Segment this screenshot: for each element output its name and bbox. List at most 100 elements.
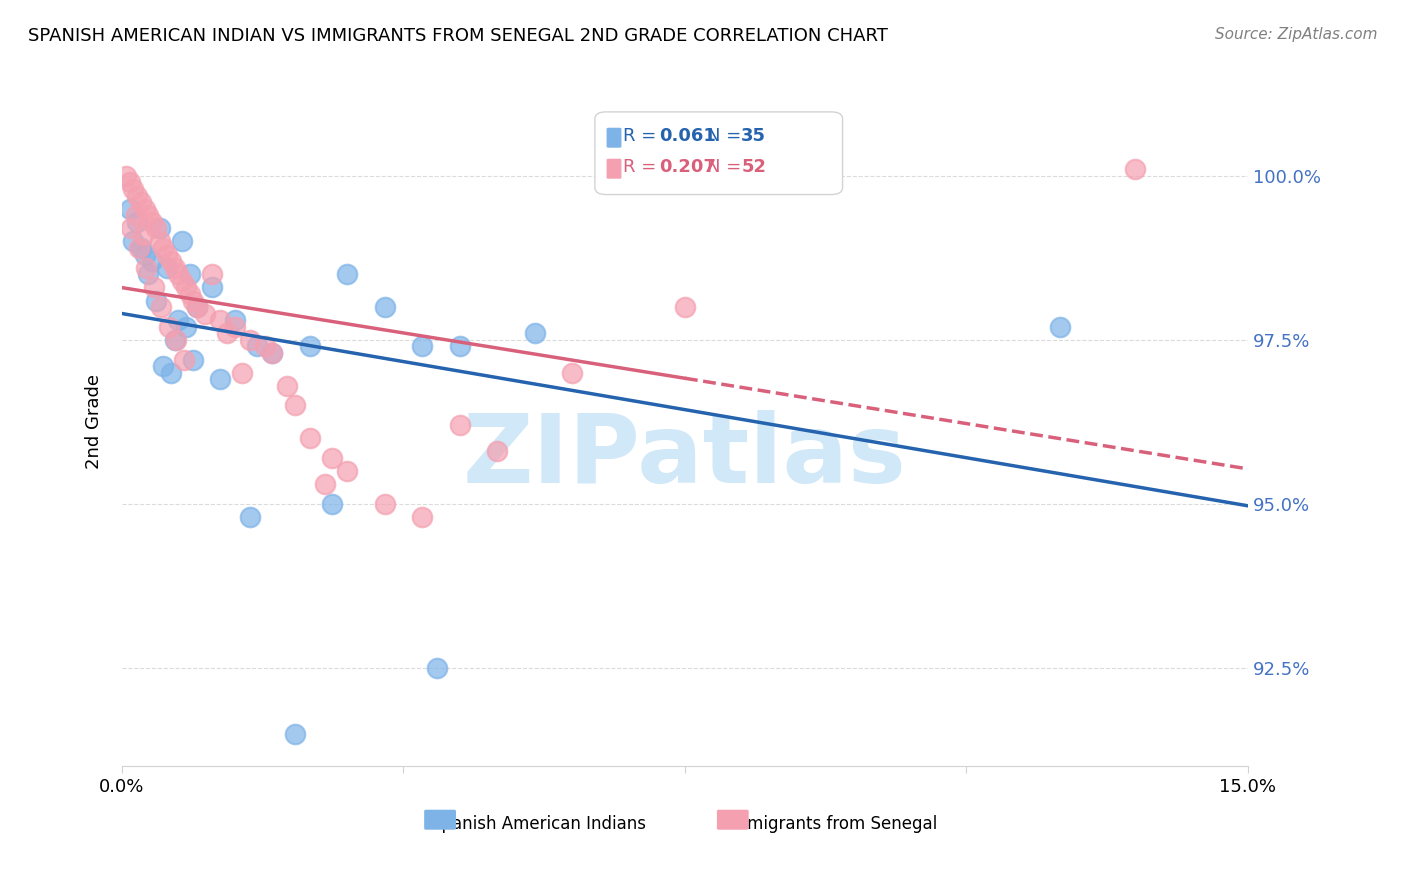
FancyBboxPatch shape [717, 811, 748, 829]
Point [160, 366, 183, 380]
Point [194, 307, 217, 321]
Point [201, 267, 224, 281]
Point [179, 267, 201, 281]
Point [163, 333, 186, 347]
Point [160, 254, 183, 268]
FancyBboxPatch shape [607, 160, 621, 178]
Point [125, 188, 148, 202]
Point [167, 267, 190, 281]
Point [1049, 319, 1071, 334]
Point [284, 726, 307, 740]
Point [284, 399, 307, 413]
Point [150, 300, 173, 314]
Point [486, 444, 509, 458]
Point [253, 339, 276, 353]
Point [231, 366, 253, 380]
Point [336, 267, 359, 281]
Point [186, 300, 208, 314]
Point [208, 372, 231, 386]
Text: Source: ZipAtlas.com: Source: ZipAtlas.com [1215, 27, 1378, 42]
Point [449, 418, 471, 433]
Point [321, 450, 343, 465]
Point [152, 241, 174, 255]
Point [426, 661, 449, 675]
Point [208, 313, 231, 327]
Point [217, 326, 239, 341]
Point [134, 202, 156, 216]
Point [262, 346, 284, 360]
Point [561, 366, 583, 380]
Point [298, 431, 321, 445]
Point [156, 247, 179, 261]
Point [449, 339, 471, 353]
Text: N =: N = [707, 158, 748, 176]
Point [148, 235, 170, 249]
Point [172, 274, 194, 288]
Point [411, 510, 433, 524]
Point [179, 287, 201, 301]
Point [122, 182, 145, 196]
Text: SPANISH AMERICAN INDIAN VS IMMIGRANTS FROM SENEGAL 2ND GRADE CORRELATION CHART: SPANISH AMERICAN INDIAN VS IMMIGRANTS FR… [28, 27, 889, 45]
Point [120, 221, 142, 235]
Point [114, 169, 136, 183]
Point [239, 510, 262, 524]
Point [141, 254, 163, 268]
Point [129, 241, 152, 255]
Point [129, 195, 152, 210]
Point [183, 293, 205, 308]
Text: Immigrants from Senegal: Immigrants from Senegal [725, 814, 936, 832]
Text: R =: R = [623, 127, 662, 145]
Point [186, 300, 208, 314]
Point [523, 326, 546, 341]
Y-axis label: 2nd Grade: 2nd Grade [86, 375, 103, 469]
Point [145, 221, 167, 235]
Point [122, 235, 145, 249]
Point [135, 260, 157, 275]
Text: R =: R = [623, 158, 662, 176]
Point [411, 339, 433, 353]
Point [141, 215, 163, 229]
Point [314, 477, 336, 491]
Text: 0.207: 0.207 [659, 158, 716, 176]
Point [136, 267, 159, 281]
Point [157, 319, 180, 334]
Point [145, 293, 167, 308]
Point [165, 333, 187, 347]
Point [124, 208, 146, 222]
FancyBboxPatch shape [595, 112, 842, 194]
Point [172, 235, 194, 249]
Point [163, 260, 186, 275]
Point [201, 280, 224, 294]
Point [134, 247, 156, 261]
Point [374, 497, 396, 511]
Point [118, 202, 141, 216]
Text: 0.061: 0.061 [659, 127, 716, 145]
Text: Spanish American Indians: Spanish American Indians [432, 814, 647, 832]
Point [173, 352, 195, 367]
Point [183, 352, 205, 367]
Point [336, 464, 359, 478]
Text: 35: 35 [741, 127, 766, 145]
Point [298, 339, 321, 353]
Text: ZIPatlas: ZIPatlas [463, 409, 907, 503]
Point [374, 300, 396, 314]
Point [167, 313, 190, 327]
Point [128, 241, 150, 255]
Point [136, 208, 159, 222]
Point [156, 260, 179, 275]
Point [142, 280, 165, 294]
Text: 52: 52 [741, 158, 766, 176]
Point [125, 215, 148, 229]
Point [118, 175, 141, 189]
Point [673, 300, 696, 314]
Point [132, 227, 155, 242]
Point [262, 346, 284, 360]
Point [246, 339, 269, 353]
Text: N =: N = [707, 127, 748, 145]
Point [174, 319, 197, 334]
Point [224, 319, 246, 334]
Point [148, 221, 170, 235]
Point [152, 359, 174, 373]
Point [224, 313, 246, 327]
FancyBboxPatch shape [607, 128, 621, 147]
